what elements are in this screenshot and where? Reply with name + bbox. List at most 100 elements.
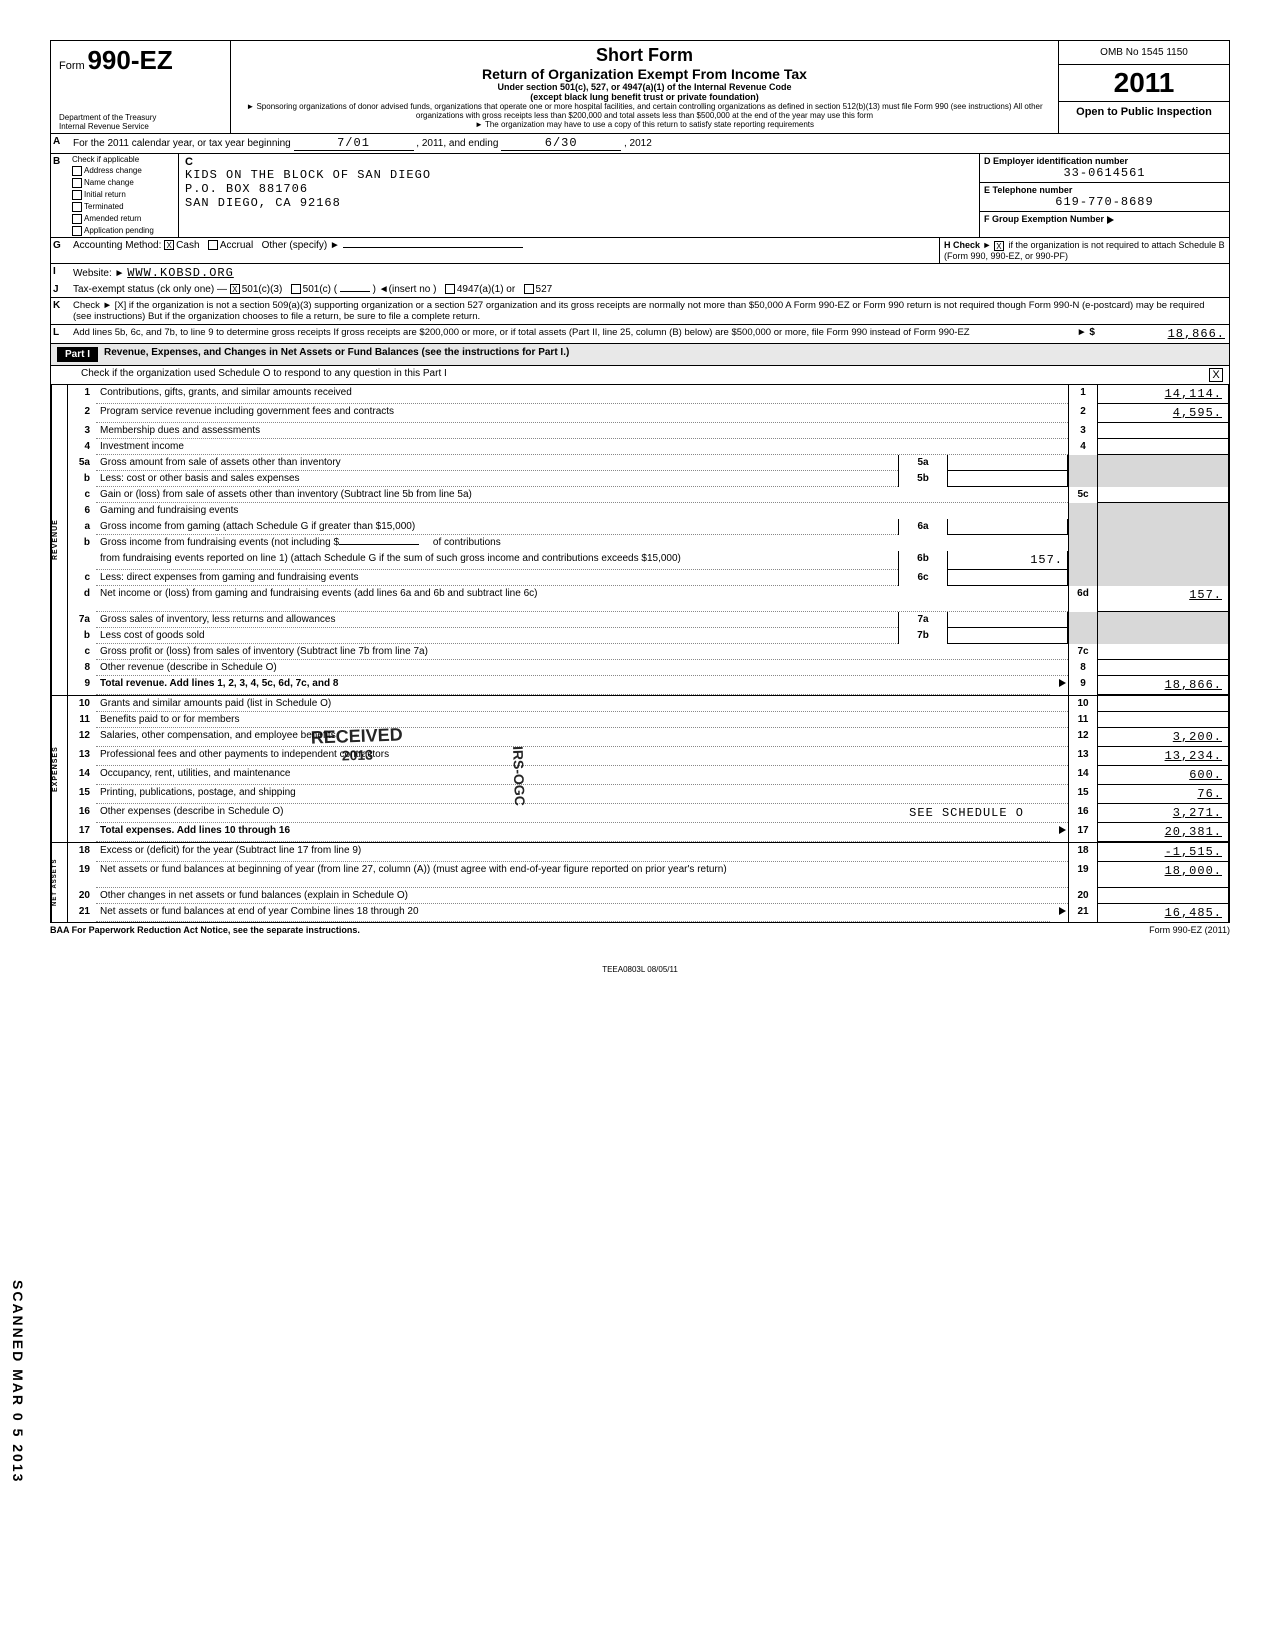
l3-text: Membership dues and assessments [96,423,1068,439]
lbl-pending: Application pending [84,226,154,235]
l6c-text: Less: direct expenses from gaming and fu… [96,570,898,586]
l7b-mid: 7b [898,628,948,644]
l13-amt: 13,234. [1098,747,1228,766]
l5a-mid: 5a [898,455,948,471]
phone: 619-770-8689 [984,195,1225,209]
l9-amt: 18,866. [1098,676,1228,695]
l12-text: Salaries, other compensation, and employ… [96,728,1068,747]
l7c-amt [1098,644,1228,660]
arrow-icon [1059,907,1066,915]
l3-amt [1098,423,1228,439]
page-footer: BAA For Paperwork Reduction Act Notice, … [50,923,1230,935]
chk-h[interactable]: X [994,241,1004,251]
l2-text: Program service revenue including govern… [96,404,1068,423]
period-text: For the 2011 calendar year, or tax year … [73,138,291,149]
check-o-text: Check if the organization used Schedule … [51,366,1205,384]
l5c-text: Gain or (loss) from sale of assets other… [96,487,1068,503]
lbl-other: Other (specify) ► [262,240,340,251]
l19-text: Net assets or fund balances at beginning… [96,862,1068,888]
period-begin: 7/01 [294,136,414,151]
title-sponsor: ► Sponsoring organizations of donor advi… [239,102,1050,120]
l5b-mid: 5b [898,471,948,487]
form-header: Form 990-EZ Department of the Treasury I… [50,40,1230,134]
c-label: C [185,156,973,168]
chk-schedule-o[interactable]: X [1209,368,1223,382]
revenue-block: REVENUE 1Contributions, gifts, grants, a… [50,385,1230,696]
l5a-text: Gross amount from sale of assets other t… [96,455,898,471]
l21-text: Net assets or fund balances at end of ye… [96,904,1050,922]
tax-year: 2011 [1059,65,1229,102]
l16-amt: 3,271. [1098,804,1228,823]
l5c-amt [1098,487,1228,503]
line-a: A For the 2011 calendar year, or tax yea… [50,134,1230,154]
part1-title: Revenue, Expenses, and Changes in Net As… [104,347,569,362]
expenses-block: EXPENSES 10Grants and similar amounts pa… [50,696,1230,843]
dept-treasury: Department of the Treasury [59,113,156,122]
period-yr: , 2012 [624,138,652,149]
l5b-midval [948,471,1068,487]
l6a-mid: 6a [898,519,948,535]
chk-527[interactable] [524,284,534,294]
j-label: Tax-exempt status (ck only one) — [73,284,227,295]
lbl-terminated: Terminated [84,202,124,211]
chk-pending[interactable] [72,226,82,236]
footer-right: Form 990-EZ (2011) [1149,925,1230,935]
form-number: 990-EZ [87,45,172,75]
l6b2-text: from fundraising events reported on line… [96,551,898,570]
l5a-midval [948,455,1068,471]
org-addr2: SAN DIEGO, CA 92168 [185,196,973,210]
website: WWW.KOBSD.ORG [127,266,234,280]
l19-amt: 18,000. [1098,862,1228,888]
l15-amt: 76. [1098,785,1228,804]
l6a-midval [948,519,1068,535]
chk-4947[interactable] [445,284,455,294]
chk-address[interactable] [72,166,82,176]
org-info-block: B Check if applicable Address change Nam… [50,154,1230,238]
chk-cash[interactable]: X [164,240,174,250]
l17-amt: 20,381. [1098,823,1228,842]
l17-text: Total expenses. Add lines 10 through 16 [96,823,1050,842]
received-stamp: RECEIVED 2013 [310,724,403,764]
l6b-text: Gross income from fundraising events (no… [96,535,1068,551]
i-label: Website: ► [73,268,124,279]
chk-terminated[interactable] [72,202,82,212]
l21-amt: 16,485. [1098,904,1228,922]
arrow-icon [1059,679,1066,687]
l10-amt [1098,696,1228,712]
period-mid: , 2011, and ending [416,138,498,149]
title-copy-note: ► The organization may have to use a cop… [239,120,1050,129]
open-to-public: Open to Public Inspection [1059,102,1229,122]
line-j: J Tax-exempt status (ck only one) — X501… [50,282,1230,298]
l8-text: Other revenue (describe in Schedule O) [96,660,1068,676]
e-label: E Telephone number [984,185,1225,195]
lbl-amended: Amended return [84,214,141,223]
l5b-text: Less: cost or other basis and sales expe… [96,471,898,487]
chk-501c3[interactable]: X [230,284,240,294]
l15-text: Printing, publications, postage, and shi… [96,785,1068,804]
ein: 33-0614561 [984,166,1225,180]
h-label: H Check ► [944,240,991,250]
d-label: D Employer identification number [984,156,1225,166]
l-amount: 18,866. [1099,325,1229,343]
netassets-block: NET ASSETS 18Excess or (deficit) for the… [50,843,1230,923]
l20-amt [1098,888,1228,904]
l7b-midval [948,628,1068,644]
chk-name[interactable] [72,178,82,188]
k-text: Check ► [X] if the organization is not a… [69,298,1229,324]
l7b-text: Less cost of goods sold [96,628,898,644]
l11-text: Benefits paid to or for members [96,712,1068,728]
omb-number: OMB No 1545 1150 [1059,41,1229,65]
chk-initial[interactable] [72,190,82,200]
chk-501c[interactable] [291,284,301,294]
l14-text: Occupancy, rent, utilities, and maintena… [96,766,1068,785]
part1-check-o: Check if the organization used Schedule … [50,366,1230,385]
chk-accrual[interactable] [208,240,218,250]
line-l: L Add lines 5b, 6c, and 7b, to line 9 to… [50,325,1230,344]
chk-amended[interactable] [72,214,82,224]
footer-mid: TEEA0803L 08/05/11 [50,965,1230,974]
line-i: I Website: ► WWW.KOBSD.ORG [50,264,1230,282]
check-if-applicable: Check if applicable [69,154,178,165]
l11-amt [1098,712,1228,728]
part1-header: Part I Revenue, Expenses, and Changes in… [50,344,1230,366]
footer-left: BAA For Paperwork Reduction Act Notice, … [50,925,360,935]
